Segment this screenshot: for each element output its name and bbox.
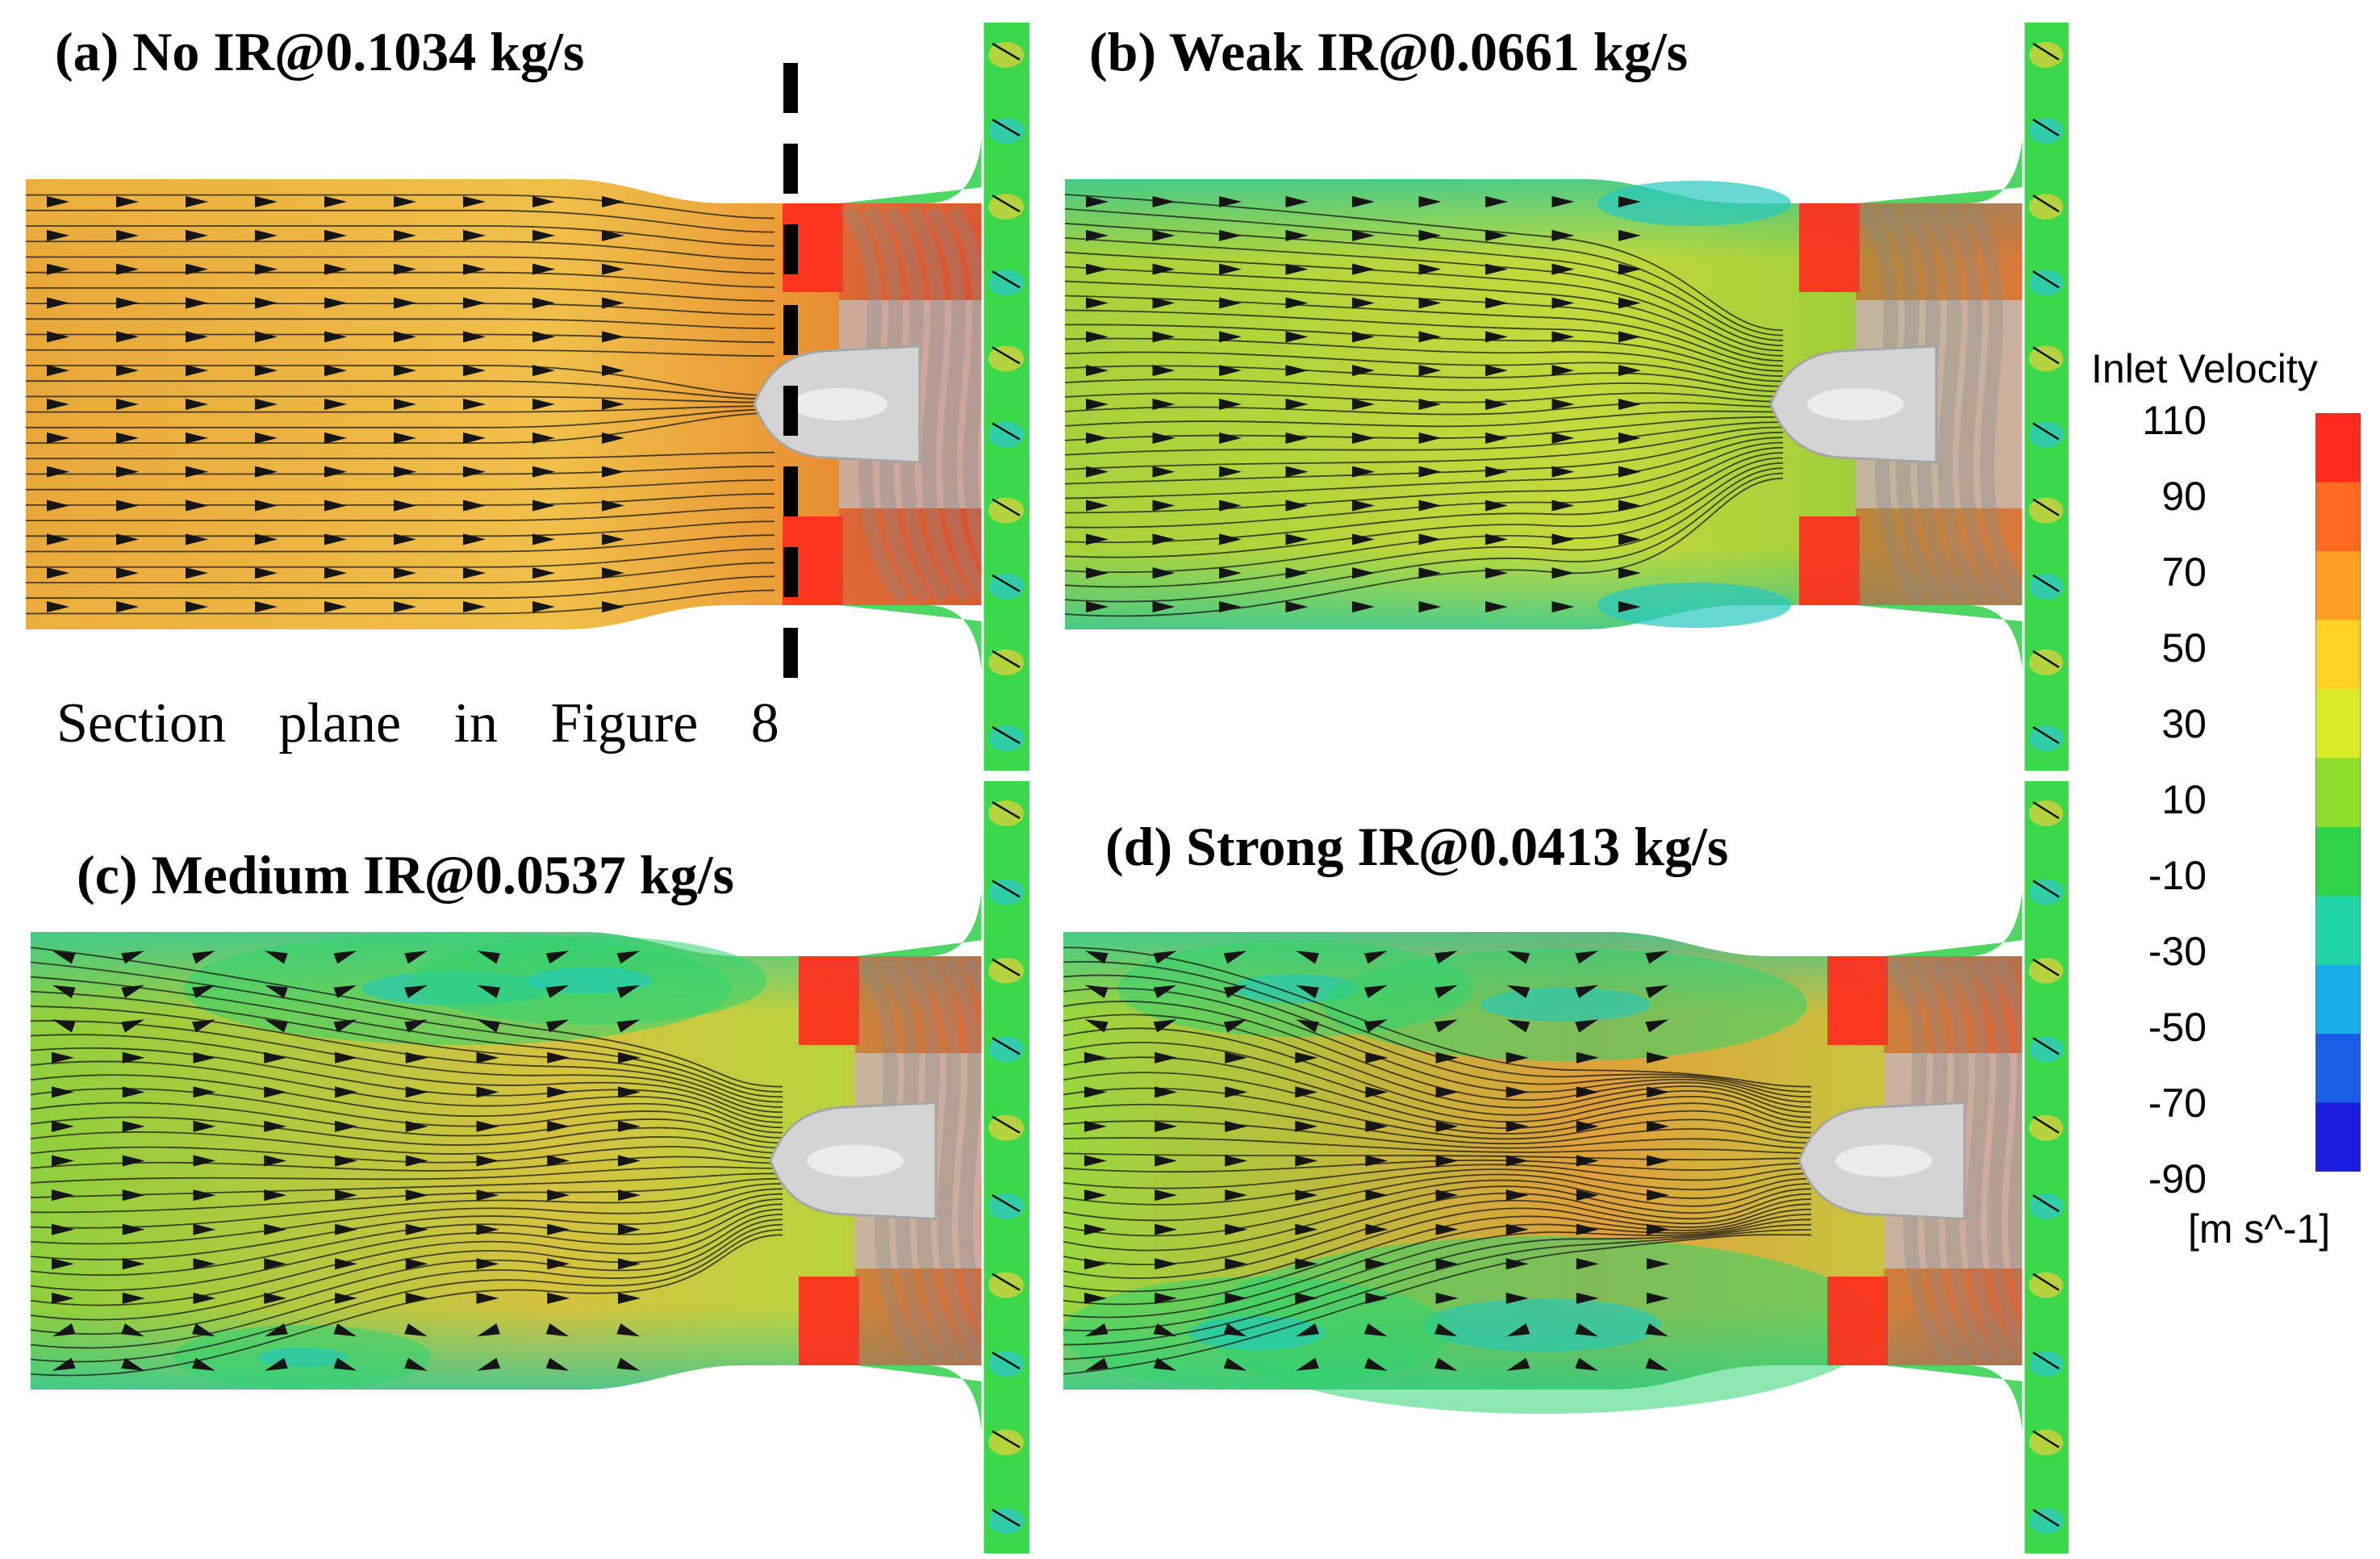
legend-title: Inlet Velocity xyxy=(2091,346,2318,391)
section-plane-dashed-line xyxy=(783,63,798,694)
panel-d-title: (d) Strong IR@0.0413 kg/s xyxy=(1105,816,1729,877)
legend-tick-label: 30 xyxy=(2161,701,2207,746)
panel-a-velocity-contour xyxy=(26,23,1029,771)
legend-tick-label: 70 xyxy=(2161,550,2207,595)
panel-c-velocity-contour xyxy=(30,781,1031,1553)
legend-color-bar xyxy=(2315,413,2361,1172)
panel-c-title: (c) Medium IR@0.0537 kg/s xyxy=(77,844,735,905)
volute-channel xyxy=(2023,23,2069,771)
legend-tick-label: 50 xyxy=(2161,625,2207,671)
volute-channel xyxy=(983,781,1029,1553)
legend-tick-label: -10 xyxy=(2148,853,2207,898)
panel-b-title: (b) Weak IR@0.0661 kg/s xyxy=(1089,21,1689,82)
volute-channel xyxy=(2023,781,2069,1553)
legend-tick-label: -70 xyxy=(2148,1080,2207,1126)
legend-tick-label: 90 xyxy=(2161,474,2207,519)
panel-b-velocity-contour xyxy=(1064,23,2069,771)
legend-tick-label: -30 xyxy=(2148,929,2207,974)
legend-tick-label: -90 xyxy=(2148,1156,2207,1202)
legend-tick-label: 10 xyxy=(2161,777,2207,822)
legend-unit: [m s^-1] xyxy=(2188,1206,2331,1252)
panel-a-title: (a) No IR@0.1034 kg/s xyxy=(55,21,585,82)
volute-channel xyxy=(983,23,1029,771)
section-plane-label: Section plane in Figure 8 xyxy=(56,692,779,754)
legend-tick-label: -50 xyxy=(2148,1005,2207,1050)
panel-d-velocity-contour xyxy=(1063,781,2069,1553)
legend-tick-label: 110 xyxy=(2142,398,2207,443)
